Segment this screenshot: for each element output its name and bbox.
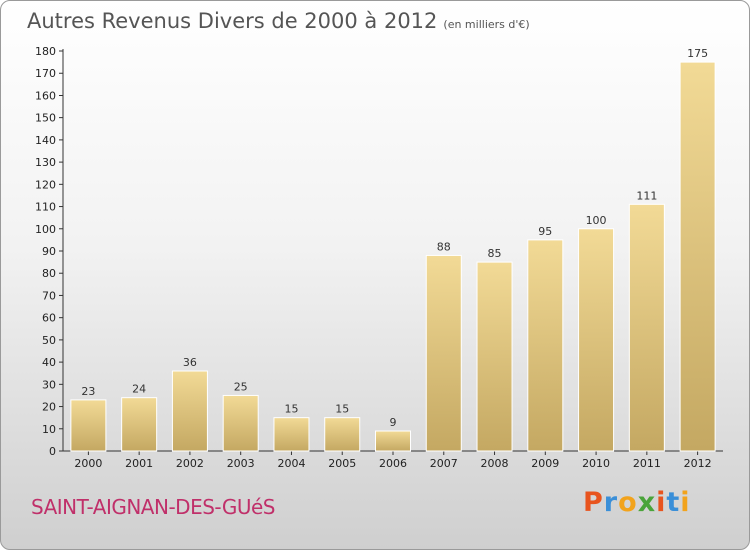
- bar-2011[interactable]: [628, 203, 665, 452]
- bar-2008[interactable]: [476, 261, 513, 452]
- x-tick-label: 2010: [582, 457, 610, 470]
- y-tick-label: 60: [42, 312, 56, 325]
- x-tick-label: 2000: [74, 457, 102, 470]
- x-tick-label: 2007: [430, 457, 458, 470]
- logo-letter: r: [603, 487, 619, 518]
- chart-title: Autres Revenus Divers de 2000 à 2012 (en …: [27, 9, 530, 33]
- bar-2007[interactable]: [425, 254, 462, 452]
- y-tick-label: 130: [35, 156, 56, 169]
- x-axis: 2000 2001 2002 2003 2004 2005 2006 2007 2008 2009…: [63, 450, 723, 470]
- bar-value-label: 175: [687, 47, 708, 60]
- bar-value-label: 111: [636, 189, 657, 202]
- y-tick-label: 180: [35, 45, 56, 58]
- logo-letter: i: [656, 487, 667, 518]
- x-tick-label: 2004: [277, 457, 305, 470]
- y-tick-label: 140: [35, 134, 56, 147]
- y-tick-label: 120: [35, 178, 56, 191]
- y-tick-label: 50: [42, 334, 56, 347]
- bar-2001[interactable]: [121, 397, 158, 452]
- x-tick-label: 2012: [684, 457, 712, 470]
- bar-2010[interactable]: [578, 228, 615, 452]
- bar-value-label: 9: [390, 416, 397, 429]
- bar-2009[interactable]: [527, 239, 564, 452]
- bar-2003[interactable]: [222, 394, 259, 452]
- proxiti-logo[interactable]: Proxiti: [583, 487, 691, 518]
- x-tick-label: 2009: [531, 457, 559, 470]
- y-tick-label: 40: [42, 356, 56, 369]
- x-tick-label: 2001: [125, 457, 153, 470]
- bar-value-label: 23: [81, 385, 95, 398]
- y-tick-label: 110: [35, 201, 56, 214]
- commune-name: SAINT-AIGNAN-DES-GUéS: [31, 495, 275, 519]
- bars: 23 24 36 25 15 15 9 88 85 95 100 111 175: [70, 47, 716, 452]
- y-tick-label: 150: [35, 112, 56, 125]
- bar-value-label: 36: [183, 356, 197, 369]
- bar-value-label: 24: [132, 383, 146, 396]
- x-tick-label: 2011: [633, 457, 661, 470]
- bar-2002[interactable]: [171, 370, 208, 452]
- bar-value-label: 85: [488, 247, 502, 260]
- bar-2005[interactable]: [324, 417, 361, 452]
- y-tick-label: 10: [42, 423, 56, 436]
- chart-unit: (en milliers d'€): [443, 18, 530, 31]
- chart-title-text: Autres Revenus Divers de 2000 à 2012: [27, 9, 438, 33]
- x-tick-label: 2008: [481, 457, 509, 470]
- logo-letter: t: [666, 487, 681, 518]
- y-tick-label: 20: [42, 401, 56, 414]
- bar-value-label: 15: [335, 403, 349, 416]
- x-tick-label: 2002: [176, 457, 204, 470]
- y-tick-label: 0: [49, 445, 56, 458]
- bar-value-label: 25: [234, 380, 248, 393]
- logo-letter: x: [637, 487, 657, 518]
- bar-2000[interactable]: [70, 399, 107, 452]
- y-tick-label: 100: [35, 223, 56, 236]
- bar-2004[interactable]: [273, 417, 310, 452]
- bar-value-label: 15: [284, 403, 298, 416]
- logo-letter: i: [680, 487, 691, 518]
- bar-value-label: 88: [437, 240, 451, 253]
- logo-letter: P: [583, 487, 604, 518]
- bar-2006[interactable]: [375, 430, 411, 452]
- y-tick-label: 80: [42, 267, 56, 280]
- x-tick-label: 2003: [227, 457, 255, 470]
- x-tick-label: 2006: [379, 457, 407, 470]
- bar-value-label: 100: [586, 214, 607, 227]
- y-tick-label: 170: [35, 67, 56, 80]
- y-tick-label: 90: [42, 245, 56, 258]
- y-tick-label: 160: [35, 89, 56, 102]
- logo-letter: o: [618, 487, 638, 518]
- y-tick-label: 30: [42, 378, 56, 391]
- y-axis: 0 10 20 30 40 50 60 70 80 90 100 110 120 130 140 150 160…: [35, 45, 64, 458]
- y-tick-label: 70: [42, 289, 56, 302]
- bar-value-label: 95: [538, 225, 552, 238]
- x-tick-label: 2005: [328, 457, 356, 470]
- bar-2012[interactable]: [679, 61, 716, 452]
